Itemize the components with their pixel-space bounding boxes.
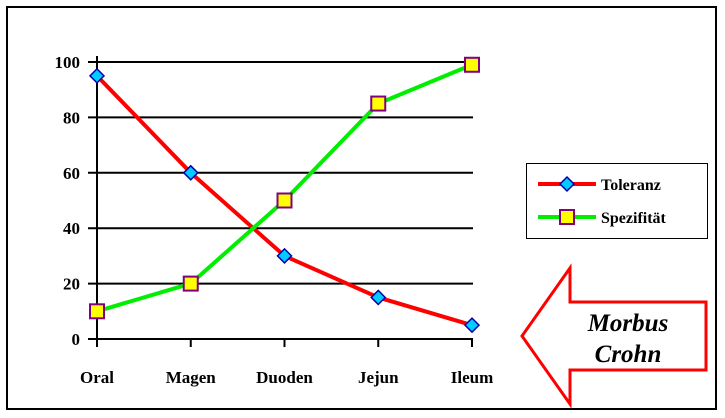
y-tick-labels: 0 20 40 60 80 100 [55,53,81,349]
series-line-1 [96,62,473,314]
y-tick-label: 80 [63,108,80,127]
data-point-1-2 [276,192,293,209]
y-tick-label: 0 [72,330,81,349]
x-tick-label: Oral [80,368,114,387]
data-point-1-0 [89,303,105,320]
data-point-0-1 [182,164,199,181]
y-tick-label: 100 [55,53,81,72]
gridlines [88,56,473,347]
y-tick-label: 20 [63,275,80,294]
x-tick-label: Jejun [358,368,399,387]
x-tick-label: Magen [166,368,217,387]
series-markers [88,56,481,334]
data-point-0-3 [370,289,387,306]
x-tick-label: Ileum [451,368,494,387]
y-tick-label: 40 [63,219,80,238]
data-point-0-0 [88,67,106,84]
data-point-1-3 [370,95,387,112]
data-point-0-4 [463,317,481,334]
legend [526,163,708,239]
data-point-0-2 [276,247,293,264]
y-tick-label: 60 [63,164,80,183]
x-tick-label: Duoden [256,368,313,387]
data-point-1-4 [464,56,480,73]
x-tick-labels: Oral Magen Duoden Jejun Ileum [80,368,493,387]
data-point-1-1 [182,275,199,292]
